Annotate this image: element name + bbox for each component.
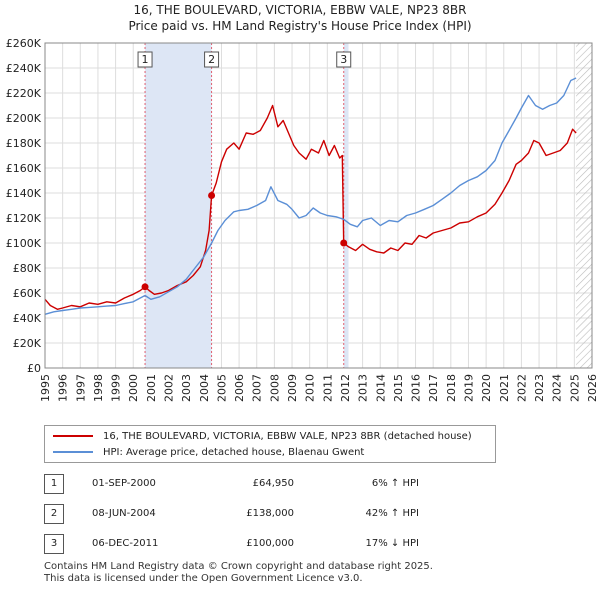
sale-number-badge: 3	[44, 534, 64, 554]
title-line-1: 16, THE BOULEVARD, VICTORIA, EBBW VALE, …	[133, 3, 467, 17]
x-tick-label: 1996	[57, 374, 70, 402]
y-tick-label: £100K	[6, 237, 42, 250]
y-tick-label: £200K	[6, 112, 42, 125]
hpi-line-swatch	[53, 451, 93, 453]
x-tick-label: 1997	[74, 374, 87, 402]
sale-point	[340, 239, 348, 247]
y-tick-label: £120K	[6, 212, 42, 225]
y-tick-label: £260K	[6, 37, 42, 50]
y-tick-label: £240K	[6, 62, 42, 75]
price-paid-line	[44, 104, 577, 310]
x-tick-label: 2022	[515, 374, 528, 402]
x-tick-label: 2014	[374, 374, 387, 402]
sale-hpi-change: 17% ↓ HPI	[365, 538, 419, 549]
sale-number-badge: 2	[44, 504, 64, 524]
x-tick-label: 2000	[127, 374, 140, 402]
x-tick-label: 2010	[304, 374, 317, 402]
x-tick-label: 2012	[339, 374, 352, 402]
legend-item-price: 16, THE BOULEVARD, VICTORIA, EBBW VALE, …	[53, 428, 472, 444]
y-tick-label: £40K	[13, 312, 42, 325]
x-tick-label: 1998	[92, 374, 105, 402]
sale-hpi-change: 42% ↑ HPI	[365, 508, 419, 519]
sale-label: 1	[142, 53, 149, 66]
x-tick-label: 2016	[410, 374, 423, 402]
x-tick-label: 2004	[198, 374, 211, 402]
sale-row: 3 06-DEC-2011 £100,000 17% ↓ HPI	[44, 532, 444, 562]
hpi-line	[44, 77, 577, 315]
y-tick-label: £80K	[13, 262, 42, 275]
sale-price: £100,000	[246, 538, 294, 549]
x-tick-label: 2001	[145, 374, 158, 402]
x-tick-label: 2007	[251, 374, 264, 402]
y-tick-label: £140K	[6, 187, 42, 200]
x-tick-label: 2002	[163, 374, 176, 402]
sale-point	[208, 192, 216, 199]
y-tick-label: £180K	[6, 137, 42, 150]
y-tick-label: £0	[27, 362, 41, 375]
x-tick-label: 2013	[357, 374, 370, 402]
sale-number-badge: 1	[44, 474, 64, 494]
y-tick-label: £20K	[13, 337, 42, 350]
x-tick-label: 2019	[462, 374, 475, 402]
legend: 16, THE BOULEVARD, VICTORIA, EBBW VALE, …	[44, 425, 496, 463]
title-line-2: Price paid vs. HM Land Registry's House …	[128, 19, 472, 33]
chart-title: 16, THE BOULEVARD, VICTORIA, EBBW VALE, …	[0, 2, 600, 34]
price-line-swatch	[53, 435, 93, 437]
x-tick-label: 2003	[180, 374, 193, 402]
footer-line-2: This data is licensed under the Open Gov…	[44, 573, 363, 584]
sale-date: 01-SEP-2000	[92, 478, 156, 489]
x-tick-label: 2023	[533, 374, 546, 402]
sale-row: 2 08-JUN-2004 £138,000 42% ↑ HPI	[44, 502, 444, 532]
x-tick-label: 2008	[268, 374, 281, 402]
x-tick-label: 2005	[215, 374, 228, 402]
x-tick-label: 2021	[498, 374, 511, 402]
forecast-hatch	[576, 43, 592, 368]
sale-label: 3	[340, 53, 347, 66]
sale-row: 1 01-SEP-2000 £64,950 6% ↑ HPI	[44, 472, 444, 502]
legend-price-label: 16, THE BOULEVARD, VICTORIA, EBBW VALE, …	[103, 430, 472, 442]
sale-point	[141, 283, 149, 291]
x-tick-label: 2026	[586, 374, 599, 402]
sale-label-box	[204, 51, 220, 68]
y-tick-label: £220K	[6, 87, 42, 100]
footer-line-1: Contains HM Land Registry data © Crown c…	[44, 561, 433, 572]
ownership-shade	[343, 43, 349, 368]
footer-credits: Contains HM Land Registry data © Crown c…	[44, 561, 433, 585]
x-tick-label: 2020	[480, 374, 493, 402]
y-tick-label: £60K	[13, 287, 42, 300]
legend-item-hpi: HPI: Average price, detached house, Blae…	[53, 444, 364, 460]
sale-date: 06-DEC-2011	[92, 538, 159, 549]
sale-price: £64,950	[252, 478, 294, 489]
x-tick-label: 2006	[233, 374, 246, 402]
x-tick-label: 1995	[39, 374, 52, 402]
plot-frame	[44, 42, 593, 369]
x-tick-label: 2017	[427, 374, 440, 402]
legend-hpi-label: HPI: Average price, detached house, Blae…	[103, 446, 365, 458]
sale-label: 2	[208, 53, 215, 66]
x-tick-label: 2011	[321, 374, 334, 402]
sale-hpi-change: 6% ↑ HPI	[371, 478, 419, 489]
sales-table: 1 01-SEP-2000 £64,950 6% ↑ HPI 2 08-JUN-…	[44, 472, 444, 562]
x-tick-label: 2018	[445, 374, 458, 402]
x-tick-label: 2024	[551, 374, 564, 402]
sale-label-box	[336, 51, 352, 68]
x-tick-label: 2015	[392, 374, 405, 402]
x-tick-label: 2009	[286, 374, 299, 402]
price-chart: 1 2 3 £0 £20K £40K £60K £80K £100K £120K £140K £16…	[6, 37, 599, 402]
sale-price: £138,000	[246, 508, 294, 519]
sale-label-box	[137, 51, 153, 68]
y-tick-label: £160K	[6, 162, 42, 175]
x-tick-label: 2025	[568, 374, 581, 402]
x-tick-label: 1999	[110, 374, 123, 402]
sale-date: 08-JUN-2004	[92, 508, 156, 519]
ownership-shade	[145, 43, 212, 368]
